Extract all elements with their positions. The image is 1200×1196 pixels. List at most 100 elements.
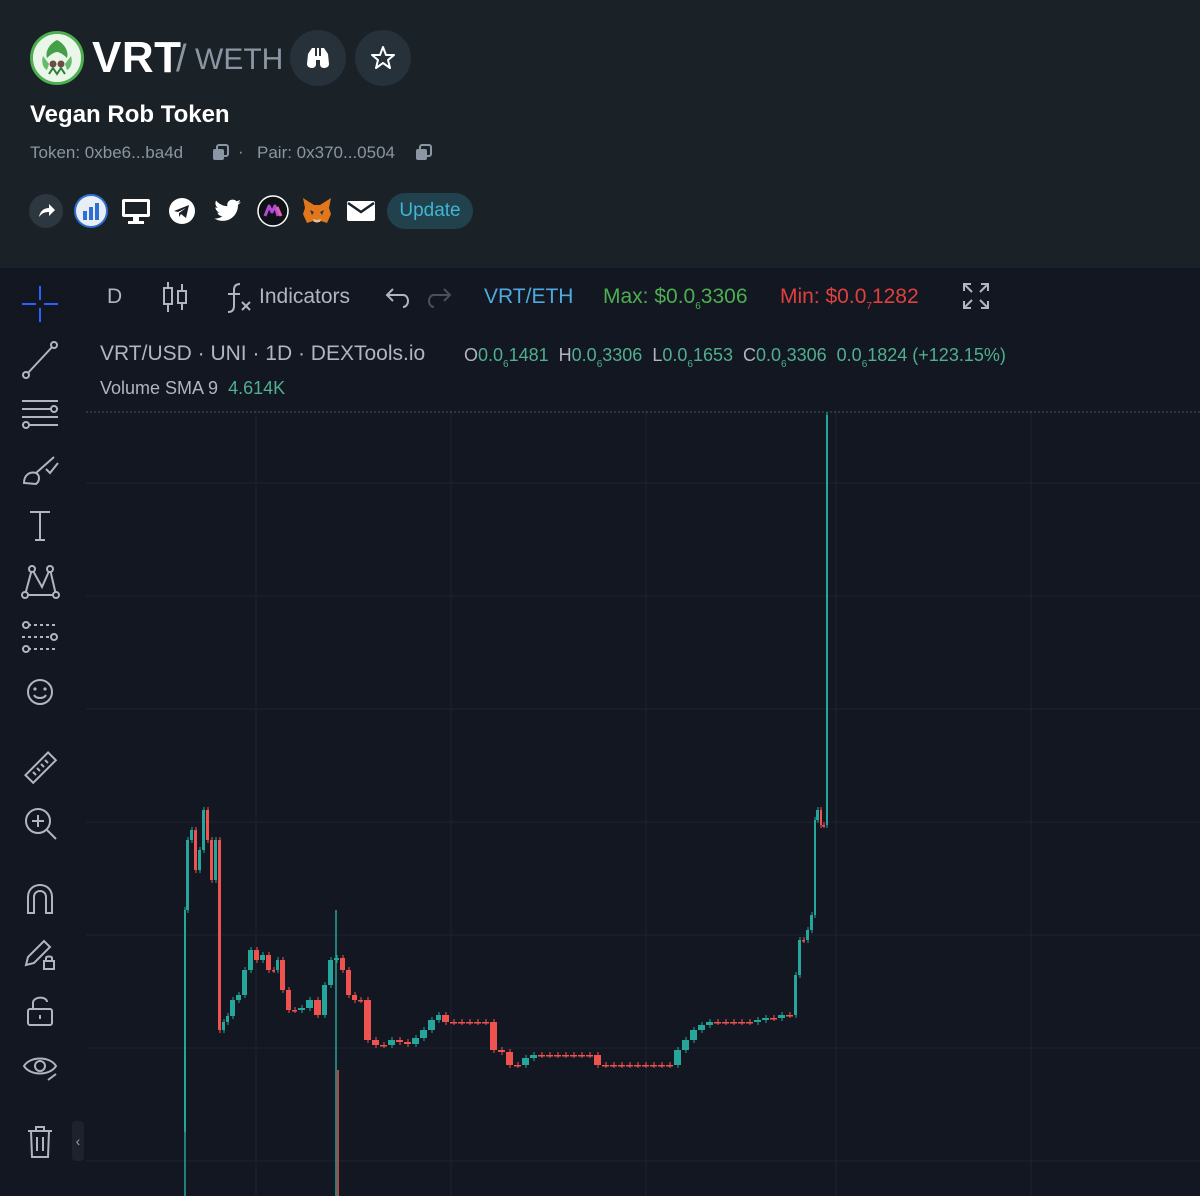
candle-body — [698, 1025, 705, 1030]
emoji-tool[interactable] — [20, 672, 60, 712]
candle-body — [506, 1052, 513, 1065]
token-header — [0, 0, 1200, 268]
fib-tool[interactable] — [20, 395, 60, 435]
ohlc-values: O0.061481 H0.063306 L0.061653 C0.063306 … — [464, 345, 1006, 370]
remove-tool[interactable] — [20, 1121, 60, 1161]
candle-body — [738, 1022, 745, 1024]
text-icon — [30, 511, 50, 541]
unlock-icon — [27, 996, 53, 1026]
share-button[interactable] — [29, 194, 63, 228]
dextools-button[interactable] — [74, 194, 108, 228]
candle-body — [248, 950, 253, 970]
candle-body — [770, 1018, 777, 1020]
candle-body — [594, 1055, 601, 1065]
function-icon — [227, 283, 251, 313]
max-price: Max: $0.063306 — [603, 285, 748, 312]
token-name: Vegan Rob Token — [30, 101, 230, 128]
fullscreen-button[interactable] — [962, 282, 990, 312]
star-icon — [371, 46, 395, 69]
prediction-tool[interactable] — [20, 617, 60, 657]
candle-body — [230, 1000, 235, 1016]
candle-body — [458, 1022, 465, 1024]
favorite-button[interactable] — [355, 30, 411, 86]
candle-body — [214, 840, 217, 880]
candle-body — [272, 970, 275, 972]
trash-icon — [28, 1126, 52, 1158]
crosshair-icon — [22, 286, 58, 322]
pattern-tool[interactable] — [20, 561, 60, 601]
candle-body — [372, 1040, 379, 1045]
twitter-button[interactable] — [211, 194, 245, 228]
candle-body — [436, 1015, 441, 1020]
candle-body — [816, 810, 819, 820]
pair-address: Pair: 0x370...0504 — [257, 143, 395, 162]
measure-tool[interactable] — [20, 748, 60, 788]
candle-body — [184, 910, 186, 1132]
crosshair-tool[interactable] — [20, 284, 60, 324]
lock-drawings-tool[interactable] — [20, 935, 60, 975]
candle-body — [754, 1020, 761, 1022]
candle-body — [530, 1055, 537, 1058]
copy-icon[interactable] — [212, 144, 230, 162]
vegan-logo-icon — [33, 34, 81, 82]
candle-body — [658, 1065, 665, 1067]
candle-body — [682, 1040, 689, 1050]
trendline-icon — [22, 341, 58, 379]
magnet-tool[interactable] — [20, 879, 60, 919]
update-button[interactable]: Update — [387, 193, 473, 229]
pair-slash: / — [176, 38, 187, 80]
drawing-toolbar — [0, 268, 86, 1196]
chart-type-button[interactable] — [160, 280, 190, 312]
lock-tool[interactable] — [20, 991, 60, 1031]
candle-body — [260, 955, 265, 960]
candle-body — [706, 1022, 713, 1025]
candle-body — [602, 1065, 609, 1067]
candle-body — [610, 1065, 617, 1067]
smiley-icon — [27, 679, 53, 705]
telegram-button[interactable] — [165, 194, 199, 228]
metamask-button[interactable] — [300, 194, 334, 228]
candle-body — [186, 840, 189, 910]
indicators-label[interactable]: Indicators — [259, 285, 351, 308]
candle-body — [746, 1022, 753, 1024]
brush-icon — [22, 456, 59, 486]
binoculars-icon — [307, 48, 329, 68]
text-tool[interactable] — [20, 506, 60, 546]
email-button[interactable] — [344, 194, 378, 228]
pair-toggle[interactable]: VRT/ETH — [484, 285, 574, 308]
candle-body — [674, 1050, 681, 1065]
undo-button[interactable] — [383, 283, 411, 313]
chart-legend-title[interactable]: VRT/USD · UNI · 1D · DEXTools.io — [100, 342, 426, 365]
zoom-tool[interactable] — [20, 803, 60, 843]
candle-body — [562, 1055, 569, 1057]
candle-body — [286, 990, 291, 1010]
candle-body — [364, 1000, 371, 1040]
candle-body — [280, 960, 285, 990]
candle-body — [482, 1022, 489, 1024]
redo-button[interactable] — [426, 283, 454, 313]
binoculars-button[interactable] — [290, 30, 346, 86]
price-chart[interactable] — [86, 410, 1200, 1196]
candle-body — [826, 415, 828, 825]
candle-body — [190, 830, 193, 840]
hide-tool[interactable] — [20, 1046, 60, 1086]
collapse-toolbar-button[interactable]: ‹ — [72, 1121, 84, 1161]
coinmarket-button[interactable] — [256, 194, 290, 228]
metamask-icon — [303, 198, 331, 223]
candle-body — [490, 1022, 497, 1050]
candle-body — [570, 1055, 577, 1057]
candle-body — [586, 1055, 593, 1057]
candle-body — [820, 810, 822, 825]
candle-body — [346, 970, 351, 995]
twitter-icon — [214, 199, 241, 221]
copy-icon[interactable] — [415, 144, 433, 162]
website-button[interactable] — [119, 194, 153, 228]
candle-body — [322, 985, 327, 1015]
trendline-tool[interactable] — [20, 339, 60, 379]
email-icon — [347, 201, 375, 221]
brush-tool[interactable] — [20, 451, 60, 491]
interval-select[interactable]: D — [107, 285, 123, 308]
candle-body — [198, 850, 201, 870]
token-symbol: VRT — [92, 33, 182, 82]
indicators-button[interactable] — [222, 280, 254, 313]
